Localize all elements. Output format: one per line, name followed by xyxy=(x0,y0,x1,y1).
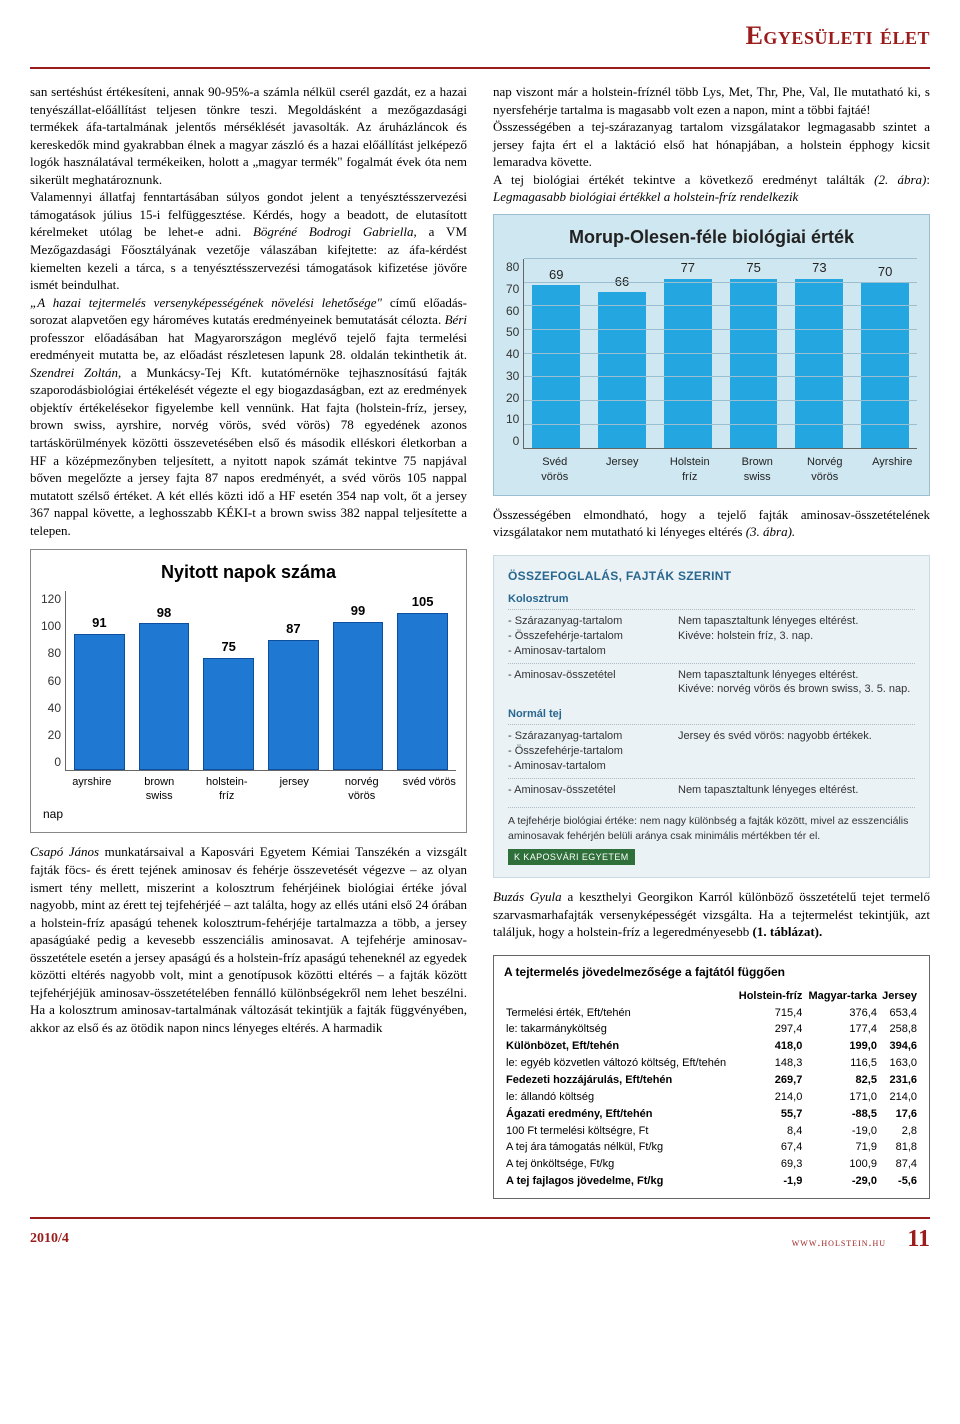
bar: 70 xyxy=(861,259,909,448)
bar: 98 xyxy=(139,591,190,770)
right-column: nap viszont már a holstein-fríznél több … xyxy=(493,83,930,1199)
body-text: Összességében elmondható, hogy a tejelő … xyxy=(493,506,930,541)
section-title: Egyesületi élet xyxy=(746,18,930,55)
summary-sub: Kolosztrum xyxy=(508,592,915,607)
page-number: 11 xyxy=(907,1226,930,1252)
profitability-table: A tejtermelés jövedelmezősége a fajtától… xyxy=(493,955,930,1199)
summary-row: - Aminosav-összetételNem tapasztaltunk l… xyxy=(508,778,915,802)
bar: 91 xyxy=(74,591,125,770)
bar: 75 xyxy=(730,259,778,448)
body-text: Valamennyi állatfaj fenntartásában súlyo… xyxy=(30,188,467,293)
issue-label: 2010/4 xyxy=(30,1230,69,1249)
bar: 99 xyxy=(333,591,384,770)
table-row: A tej ára támogatás nélkül, Ft/kg67,471,… xyxy=(504,1139,919,1156)
summary-box: ÖSSZEFOGLALÁS, FAJTÁK SZERINT Kolosztrum… xyxy=(493,555,930,878)
chart-title: Nyitott napok száma xyxy=(41,560,456,584)
header-rule xyxy=(30,67,930,69)
body-text: nap viszont már a holstein-fríznél több … xyxy=(493,83,930,118)
table-row: Ágazati eredmény, Eft/tehén55,7-88,517,6 xyxy=(504,1106,919,1123)
table-row: Különbözet, Eft/tehén418,0199,0394,6 xyxy=(504,1038,919,1055)
body-text: Csapó János munkatársaival a Kaposvári E… xyxy=(30,843,467,1036)
table-row: Fedezeti hozzájárulás, Eft/tehén269,782,… xyxy=(504,1072,919,1089)
table-row: A tej fajlagos jövedelme, Ft/kg-1,9-29,0… xyxy=(504,1173,919,1190)
summary-note: A tejfehérje biológiai értéke: nem nagy … xyxy=(508,807,915,842)
body-text: Buzás Gyula a keszthelyi Georgikon Karró… xyxy=(493,888,930,941)
table-row: Termelési érték, Eft/tehén715,4376,4653,… xyxy=(504,1005,919,1022)
summary-sub: Normál tej xyxy=(508,707,915,722)
chart-title: Morup-Olesen-féle biológiai érték xyxy=(506,225,917,249)
table-row: le: takarmányköltség297,4177,4258,8 xyxy=(504,1021,919,1038)
summary-row: - Aminosav-összetételNem tapasztaltunk l… xyxy=(508,663,915,702)
table-row: le: állandó költség214,0171,0214,0 xyxy=(504,1089,919,1106)
body-text: „A hazai tejtermelés versenyképességének… xyxy=(30,294,467,540)
page-footer: 2010/4 www.holstein.hu 11 xyxy=(30,1217,930,1255)
table-row: A tej önköltsége, Ft/kg69,3100,987,4 xyxy=(504,1156,919,1173)
body-text: A tej biológiai értékét tekintve a követ… xyxy=(493,171,930,206)
body-text: san sertéshúst értékesíteni, annak 90-95… xyxy=(30,83,467,188)
bar: 87 xyxy=(268,591,319,770)
bar: 77 xyxy=(664,259,712,448)
summary-row: - Szárazanyag-tartalom - Összefehérje-ta… xyxy=(508,724,915,778)
bio-value-chart: Morup-Olesen-féle biológiai érték 010203… xyxy=(493,214,930,496)
bar: 66 xyxy=(598,259,646,448)
summary-title: ÖSSZEFOGLALÁS, FAJTÁK SZERINT xyxy=(508,568,915,584)
bar: 75 xyxy=(203,591,254,770)
table-row: 100 Ft termelési költségre, Ft8,4-19,02,… xyxy=(504,1123,919,1140)
table-row: le: egyéb közvetlen változó költség, Eft… xyxy=(504,1055,919,1072)
bar: 105 xyxy=(397,591,448,770)
site-url: www.holstein.hu xyxy=(792,1235,886,1249)
university-badge: K KAPOSVÁRI EGYETEM xyxy=(508,849,635,865)
bar: 73 xyxy=(795,259,843,448)
table-title: A tejtermelés jövedelmezősége a fajtától… xyxy=(504,964,919,980)
summary-row: - Szárazanyag-tartalom - Összefehérje-ta… xyxy=(508,609,915,663)
bar: 69 xyxy=(532,259,580,448)
left-column: san sertéshúst értékesíteni, annak 90-95… xyxy=(30,83,467,1199)
axis-label: nap xyxy=(41,806,456,822)
open-days-chart: Nyitott napok száma 020406080100120 9198… xyxy=(30,549,467,833)
body-text: Összességében a tej-szárazanyag tartalom… xyxy=(493,118,930,171)
